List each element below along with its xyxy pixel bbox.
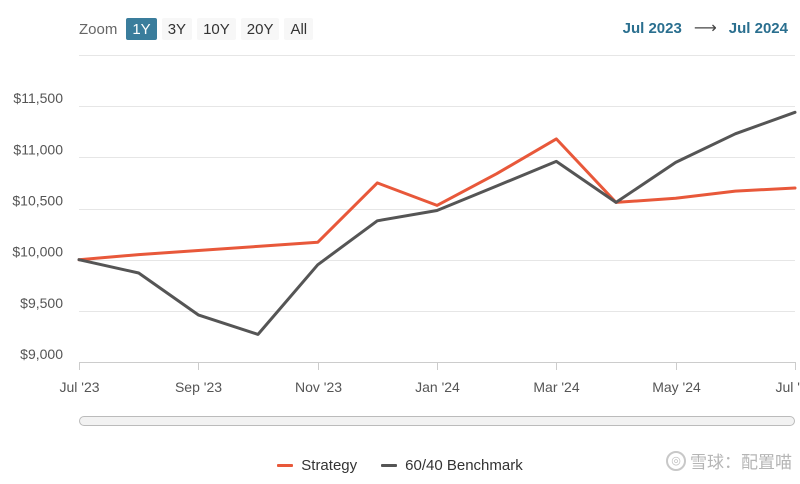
legend-label-benchmark: 60/40 Benchmark (405, 457, 523, 474)
series-line-strategy (77, 137, 797, 262)
legend-label-strategy: Strategy (301, 457, 358, 474)
x-tick-label: Jul '23 (59, 379, 99, 395)
watermark-text: 雪球：配置喵 (690, 453, 792, 472)
range-arrow-icon: ⟶ (693, 20, 717, 37)
zoom-bar: Zoom 1Y 3Y 10Y 20Y All (79, 17, 314, 41)
date-range-display: Jul 2023 ⟶ Jul 2024 (623, 18, 788, 38)
legend-swatch-benchmark (381, 464, 398, 467)
legend: Strategy 60/40 Benchmark (0, 457, 800, 474)
legend-swatch-strategy (277, 464, 294, 467)
snowball-logo-icon: ◎ (666, 450, 686, 471)
y-tick-label: $11,000 (13, 141, 63, 157)
series-line-benchmark (77, 110, 797, 336)
y-tick-label: $11,500 (13, 90, 63, 106)
navigator-scrollbar[interactable] (79, 416, 795, 426)
legend-item-benchmark[interactable]: 60/40 Benchmark (381, 457, 523, 474)
x-tick-label: Jul '24 (775, 379, 800, 395)
range-end-date[interactable]: Jul 2024 (728, 19, 788, 37)
y-tick-label: $9,000 (20, 346, 63, 362)
x-tick-label: May '24 (652, 379, 701, 395)
x-tick-label: Nov '23 (295, 379, 342, 395)
y-tick-label: $10,000 (12, 244, 63, 260)
zoom-label: Zoom (79, 20, 118, 38)
range-start-date[interactable]: Jul 2023 (622, 19, 682, 37)
watermark: ◎ 雪球：配置喵 (666, 448, 792, 473)
x-tick-label: Jan '24 (415, 379, 460, 395)
y-tick-label: $9,500 (20, 295, 63, 311)
legend-item-strategy[interactable]: Strategy (277, 457, 357, 474)
zoom-button-20y[interactable]: 20Y (240, 18, 280, 40)
zoom-button-10y[interactable]: 10Y (197, 18, 236, 40)
line-chart: $9,000 $9,500 $10,000 $10,500 $11,000 $11,500… (12, 55, 800, 395)
x-tick-label: Mar '24 (533, 379, 579, 395)
zoom-button-3y[interactable]: 3Y (161, 18, 193, 40)
y-tick-label: $10,500 (12, 193, 63, 209)
x-tick-label: Sep '23 (175, 379, 222, 395)
zoom-button-1y[interactable]: 1Y (126, 18, 157, 40)
zoom-button-all[interactable]: All (284, 18, 314, 40)
